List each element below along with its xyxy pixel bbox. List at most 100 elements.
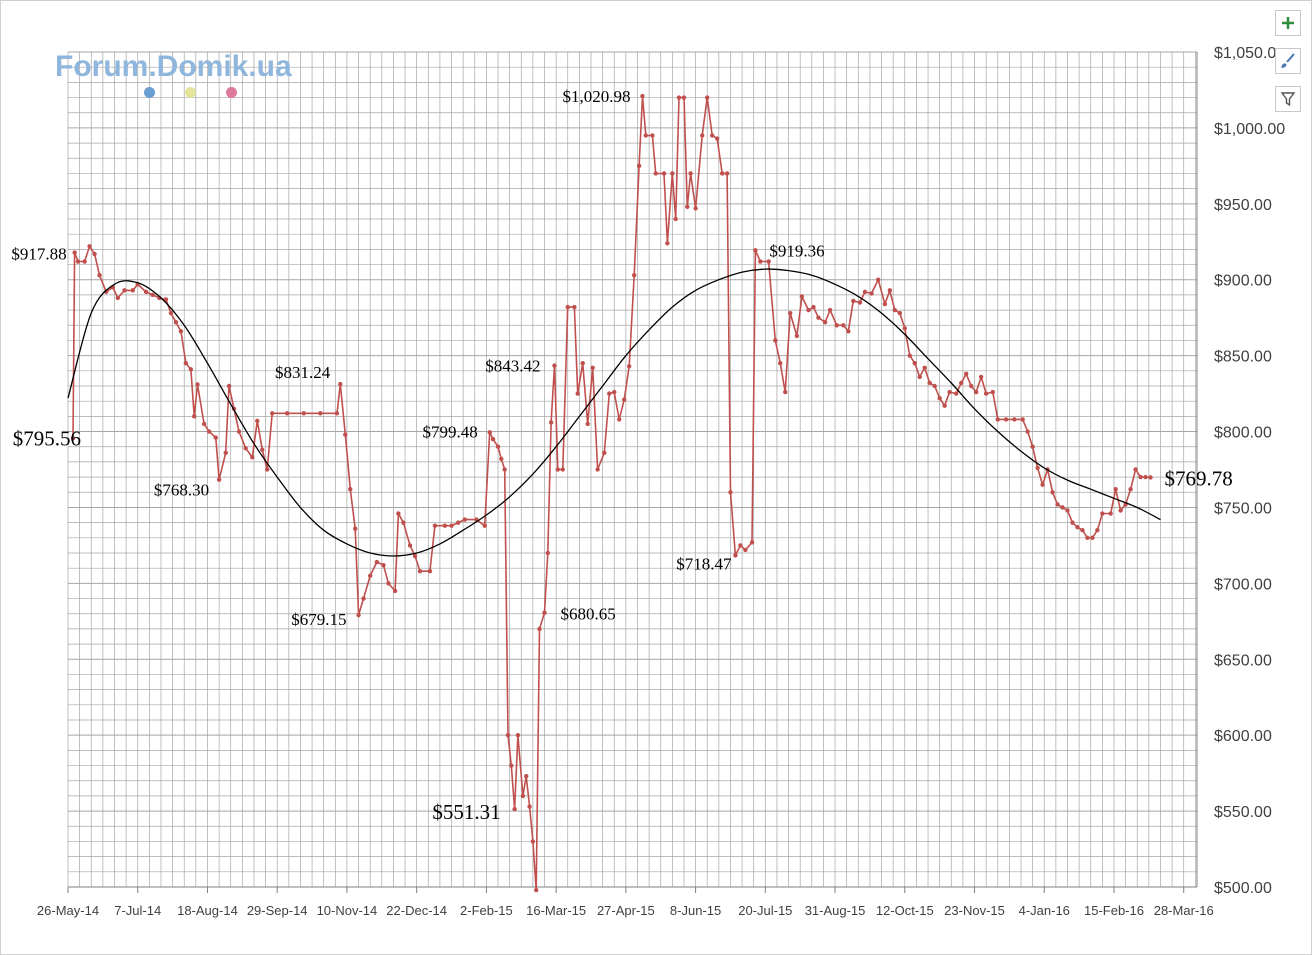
data-point xyxy=(201,421,207,427)
data-point xyxy=(502,467,507,472)
data-point xyxy=(585,421,590,427)
brush-icon xyxy=(1281,53,1295,68)
data-point xyxy=(676,95,682,100)
x-tick-label: 23-Nov-15 xyxy=(944,903,1005,918)
data-point xyxy=(773,338,778,343)
data-point xyxy=(688,171,693,176)
data-point xyxy=(907,353,912,358)
data-point xyxy=(788,310,793,316)
data-point xyxy=(575,391,580,396)
data-label: $919.36 xyxy=(769,241,824,260)
data-point xyxy=(922,365,927,370)
data-point xyxy=(75,259,81,264)
data-point xyxy=(733,553,738,558)
data-point xyxy=(640,93,645,99)
data-point xyxy=(917,374,922,380)
data-label: $1,020.98 xyxy=(562,87,630,106)
data-point xyxy=(260,447,265,452)
x-tick-label: 22-Dec-14 xyxy=(386,903,447,918)
data-point xyxy=(168,310,174,316)
data-point xyxy=(1138,474,1143,480)
data-point xyxy=(834,323,839,328)
data-point xyxy=(766,259,771,264)
data-point xyxy=(590,365,595,370)
data-point xyxy=(673,216,678,222)
x-tick-label: 16-Mar-15 xyxy=(526,903,586,918)
data-point xyxy=(72,250,77,255)
data-point xyxy=(1118,508,1123,513)
axes xyxy=(68,52,1198,888)
data-point xyxy=(338,381,343,387)
data-point xyxy=(1035,465,1040,471)
data-point xyxy=(607,391,612,396)
y-tick-label: $1,000.00 xyxy=(1214,121,1285,138)
data-point xyxy=(621,397,627,402)
data-point xyxy=(255,418,260,424)
data-point xyxy=(626,364,632,369)
data-point xyxy=(580,361,585,366)
data-point xyxy=(130,288,135,293)
x-tick-label: 15-Feb-16 xyxy=(1084,903,1144,918)
data-point xyxy=(236,429,242,434)
data-point xyxy=(983,391,989,396)
data-point xyxy=(270,411,275,416)
data-point xyxy=(432,523,438,528)
plus-icon xyxy=(1282,17,1294,29)
data-point xyxy=(806,307,811,313)
data-point xyxy=(650,133,655,138)
data-point xyxy=(226,383,232,389)
x-tick-label: 27-Apr-15 xyxy=(597,903,655,918)
data-point xyxy=(661,171,667,176)
data-point xyxy=(1020,417,1025,422)
x-tick-label: 26-May-14 xyxy=(37,903,99,918)
data-point xyxy=(555,467,560,472)
data-point xyxy=(1055,502,1060,507)
data-point xyxy=(851,298,856,304)
trendline xyxy=(67,268,1161,557)
data-point xyxy=(1143,474,1148,480)
y-tick-label: $1,050.0 xyxy=(1214,45,1276,62)
y-tick-label: $700.00 xyxy=(1214,576,1272,593)
data-point xyxy=(520,793,526,799)
chart-filters-button[interactable] xyxy=(1275,86,1301,112)
data-point xyxy=(537,626,542,632)
data-point xyxy=(1070,520,1075,525)
data-point xyxy=(213,435,218,440)
data-point xyxy=(427,569,433,574)
data-point xyxy=(927,380,932,386)
trendline-path xyxy=(67,268,1161,557)
data-point xyxy=(530,839,536,844)
data-point xyxy=(1040,482,1045,487)
data-point xyxy=(794,333,800,339)
data-point xyxy=(343,432,348,437)
data-point xyxy=(822,320,828,325)
data-point xyxy=(188,367,194,372)
watermark-dots xyxy=(144,87,244,101)
data-point xyxy=(1030,444,1035,449)
add-chart-element-button[interactable] xyxy=(1275,10,1301,36)
data-point xyxy=(560,467,565,472)
data-point xyxy=(243,446,248,451)
data-point xyxy=(87,244,92,249)
data-point xyxy=(442,523,448,528)
data-point xyxy=(1025,429,1030,434)
data-point xyxy=(862,289,868,295)
x-tick-label: 10-Nov-14 xyxy=(317,903,378,918)
y-tick-label: $550.00 xyxy=(1214,804,1272,821)
data-point xyxy=(738,543,743,548)
data-point xyxy=(534,887,539,893)
data-point xyxy=(482,523,487,528)
data-point xyxy=(887,288,893,293)
data-point xyxy=(709,133,715,138)
data-labels: $917.88 $795.56 $768.30 $831.24 $679.15 $799.… xyxy=(11,87,1232,824)
data-point xyxy=(462,517,468,522)
data-point xyxy=(542,610,547,615)
data-point xyxy=(857,300,863,305)
data-point xyxy=(1060,505,1065,510)
data-point xyxy=(552,363,557,368)
x-tick-label: 2-Feb-15 xyxy=(460,903,513,918)
data-point xyxy=(602,450,607,455)
data-point xyxy=(361,596,366,601)
chart-styles-button[interactable] xyxy=(1275,48,1301,74)
data-point xyxy=(758,259,763,264)
